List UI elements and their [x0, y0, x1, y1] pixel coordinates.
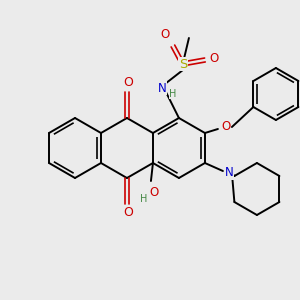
Text: O: O: [123, 206, 133, 220]
Text: H: H: [140, 194, 148, 204]
Text: S: S: [179, 58, 187, 70]
Text: N: N: [224, 167, 233, 179]
Text: N: N: [158, 82, 166, 94]
Text: H: H: [169, 89, 177, 99]
Text: O: O: [209, 52, 218, 65]
Text: O: O: [160, 28, 170, 40]
Text: O: O: [149, 187, 159, 200]
Text: O: O: [221, 121, 230, 134]
Text: O: O: [123, 76, 133, 89]
